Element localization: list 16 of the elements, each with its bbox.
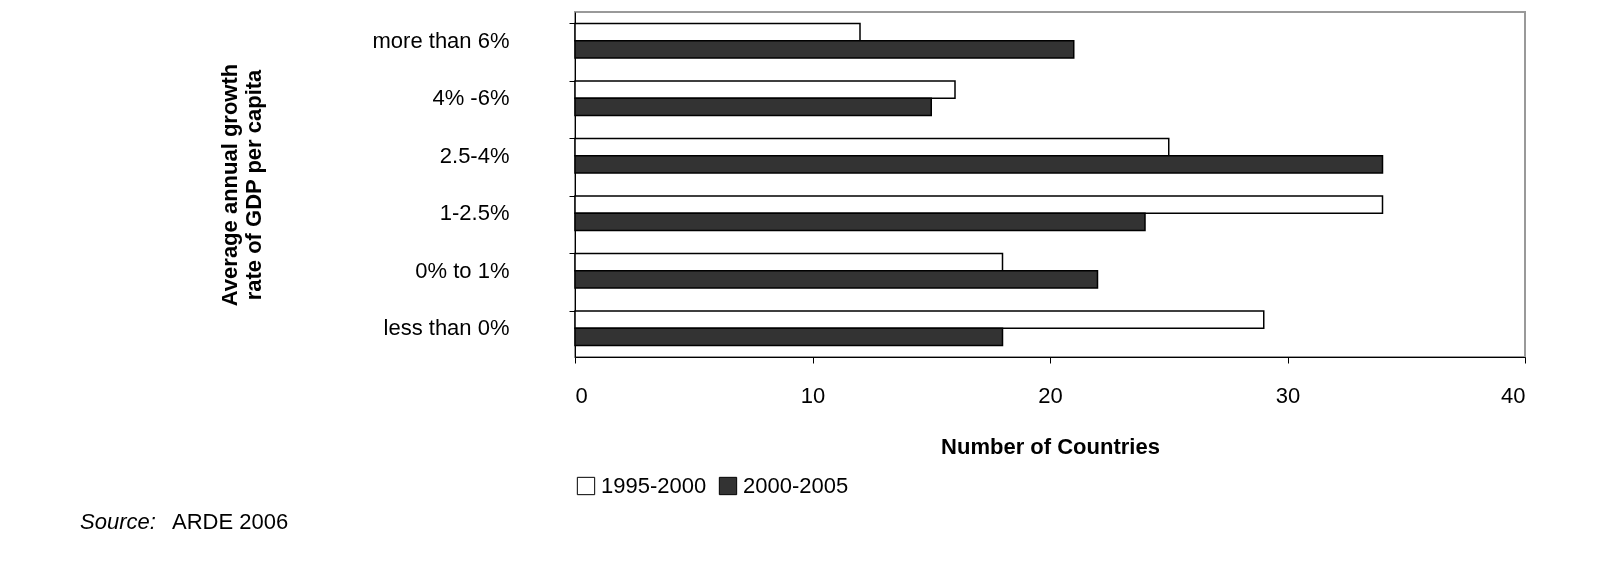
y-tick-label: 1-2.5% — [439, 200, 510, 226]
y-tick-label: more than 6% — [372, 27, 510, 53]
legend-label: 2000-2005 — [743, 473, 849, 498]
y-tick-label: less than 0% — [383, 315, 510, 341]
y-tick-label: 2.5-4% — [439, 142, 510, 168]
x-tick-label: 10 — [800, 382, 826, 408]
y-axis-title: Average annual growth rate of GDP per capita — [216, 63, 266, 307]
x-axis-title: Number of Countries — [941, 433, 1160, 459]
legend-label: 1995-2000 — [601, 473, 707, 498]
x-tick-label: 40 — [1501, 382, 1526, 408]
x-tick-label: 20 — [1038, 382, 1063, 408]
source-note: Source: ARDE 2006 — [80, 509, 289, 534]
x-tick-label: 30 — [1275, 382, 1301, 408]
y-tick-label: 0% to 1% — [415, 257, 510, 283]
x-tick-label: 0 — [575, 382, 588, 408]
y-tick-label: 4% -6% — [432, 85, 510, 111]
